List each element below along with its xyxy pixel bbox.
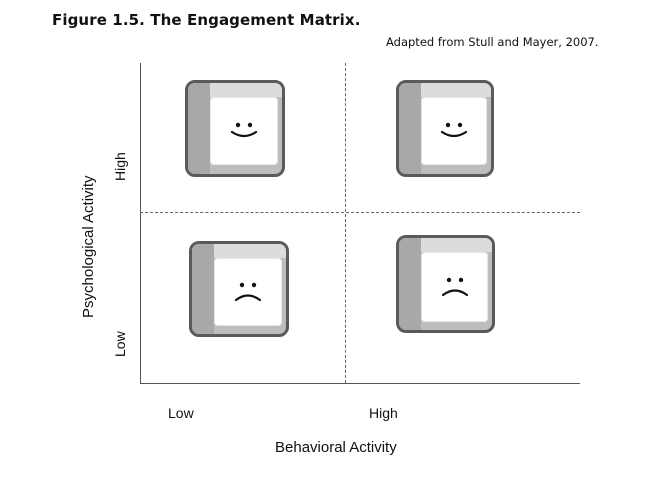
y-axis-label: Psychological Activity [80,175,97,318]
vertical-divider [345,63,346,383]
quadrant-bottom-right-key [396,235,495,333]
x-axis-label: Behavioral Activity [275,439,397,456]
x-tick-high: High [369,405,398,421]
y-tick-low: Low [112,331,128,357]
smiley-face-icon [440,122,468,138]
figure-source: Adapted from Stull and Mayer, 2007. [386,35,599,49]
x-tick-low: Low [168,405,194,421]
quadrant-top-right-key [396,80,494,177]
frowny-face-icon [234,282,262,302]
smiley-face-icon [230,122,258,138]
y-axis-line [140,63,141,383]
y-tick-high: High [112,152,128,181]
quadrant-bottom-left-key [189,241,289,337]
frowny-face-icon [441,277,469,297]
horizontal-divider [140,212,580,213]
x-axis-line [140,383,580,384]
figure-title: Figure 1.5. The Engagement Matrix. [52,11,361,29]
quadrant-top-left-key [185,80,285,177]
